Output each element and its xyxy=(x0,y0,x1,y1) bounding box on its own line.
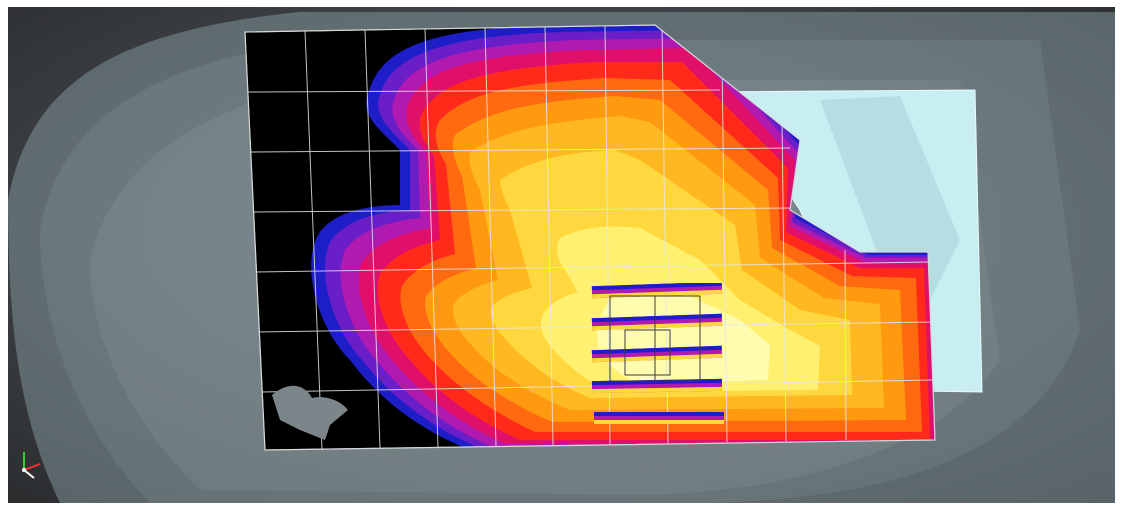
stope xyxy=(591,283,723,299)
light-slab-shadow xyxy=(820,96,960,300)
stope-group xyxy=(591,283,724,424)
development-drives xyxy=(609,295,701,382)
stope xyxy=(591,313,723,331)
plate-outline xyxy=(244,24,936,451)
stope xyxy=(594,412,724,424)
stope xyxy=(591,378,723,394)
axis-triad-icon[interactable] xyxy=(22,452,41,479)
contour-band xyxy=(596,291,770,384)
terrain-patch xyxy=(272,385,348,440)
